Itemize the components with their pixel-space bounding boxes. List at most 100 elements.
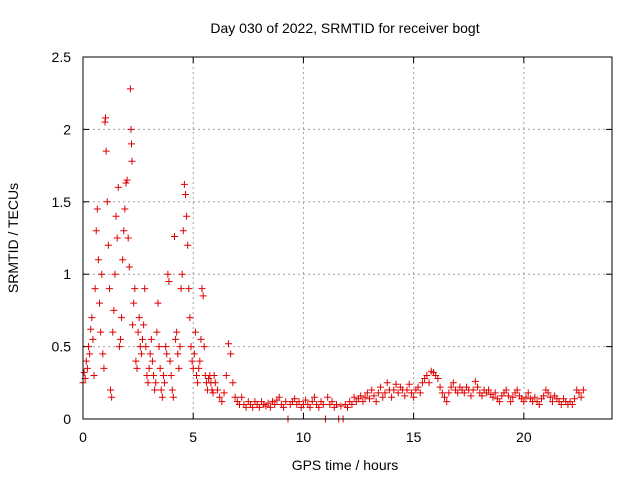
data-point-marker [141, 285, 149, 293]
y-tick-label: 1.5 [52, 194, 72, 210]
data-point-marker [184, 241, 192, 249]
data-point-marker [359, 398, 367, 406]
x-axis-label: GPS time / hours [292, 457, 399, 473]
data-point-marker [152, 379, 160, 387]
grid-lines [83, 57, 612, 419]
data-point-marker [372, 398, 380, 406]
data-point-marker [83, 364, 91, 372]
data-point-marker [173, 328, 181, 336]
data-point-marker [92, 227, 100, 235]
data-point-marker [337, 402, 345, 410]
data-point-marker [137, 350, 145, 358]
data-point-marker [110, 306, 118, 314]
data-point-marker [264, 399, 272, 407]
data-point-marker [200, 343, 208, 351]
data-point-marker [102, 147, 110, 155]
data-point-marker [227, 350, 235, 358]
data-point-marker [368, 386, 376, 394]
y-axis-label: SRMTID / TECUs [5, 183, 21, 293]
data-point-marker [125, 263, 133, 271]
data-point-marker [154, 299, 162, 307]
data-point-marker [548, 398, 556, 406]
data-point-marker [416, 389, 424, 397]
data-point-marker [308, 398, 316, 406]
data-point-marker [571, 395, 579, 403]
data-point-marker [266, 403, 274, 411]
data-point-marker [113, 234, 121, 242]
data-point-marker [185, 285, 193, 293]
data-point-marker [80, 369, 88, 377]
data-point-marker [167, 372, 175, 380]
data-point-marker [120, 227, 128, 235]
data-point-marker [178, 270, 186, 278]
data-point-marker [142, 343, 150, 351]
data-point-marker [112, 212, 120, 220]
data-point-marker [577, 393, 585, 401]
y-tick-label: 0.5 [52, 339, 72, 355]
data-point-marker [198, 285, 206, 293]
data-point-marker [86, 350, 94, 358]
data-point-marker [127, 140, 135, 148]
data-point-marker [199, 292, 207, 300]
data-point-marker [231, 393, 239, 401]
data-point-marker [191, 328, 199, 336]
data-point-marker [174, 350, 182, 358]
data-point-marker [350, 393, 358, 401]
data-point-marker [114, 183, 122, 191]
y-tick-label: 2.5 [52, 49, 72, 65]
data-point-marker [153, 328, 161, 336]
data-point-marker [104, 241, 112, 249]
data-point-marker [164, 270, 172, 278]
x-tick-label: 15 [406, 429, 422, 445]
data-point-marker [170, 233, 178, 241]
data-point-marker [366, 395, 374, 403]
data-point-marker [150, 372, 158, 380]
data-point-marker [489, 393, 497, 401]
data-point-marker [91, 285, 99, 293]
data-point-marker [535, 401, 543, 409]
data-point-marker [390, 386, 398, 394]
data-point-marker [151, 386, 159, 394]
data-point-marker [509, 393, 517, 401]
data-point-marker [196, 357, 204, 365]
data-point-marker [108, 393, 116, 401]
data-point-marker [169, 393, 177, 401]
data-point-marker [85, 343, 93, 351]
data-point-marker [109, 328, 117, 336]
data-point-marker [502, 386, 510, 394]
data-point-marker [540, 392, 548, 400]
data-point-marker [128, 157, 136, 165]
data-point-marker [176, 343, 184, 351]
data-point-marker [105, 285, 113, 293]
data-point-marker [127, 125, 135, 133]
data-point-marker [271, 401, 279, 409]
data-point-marker [291, 395, 299, 403]
data-point-marker [216, 393, 224, 401]
data-point-marker [531, 393, 539, 401]
data-point-marker [122, 179, 130, 187]
data-point-marker [172, 335, 180, 343]
data-point-marker [163, 350, 171, 358]
data-point-marker [306, 403, 314, 411]
data-point-marker [524, 389, 532, 397]
data-point-marker [87, 325, 95, 333]
data-point-marker [344, 403, 351, 411]
data-point-marker [195, 364, 203, 372]
data-point-marker [139, 335, 147, 343]
data-point-marker [209, 389, 217, 397]
data-point-marker [107, 386, 115, 394]
plot-frame [82, 56, 613, 420]
data-point-marker [93, 205, 101, 213]
data-point-marker [220, 389, 228, 397]
data-point-marker [332, 401, 340, 409]
data-point-marker [162, 343, 170, 351]
data-point-marker [131, 285, 139, 293]
data-point-marker [522, 393, 530, 401]
data-point-marker [238, 393, 246, 401]
data-point-marker [111, 270, 119, 278]
data-point-marker [357, 392, 365, 400]
data-point-marker [405, 380, 413, 388]
data-point-marker [471, 377, 479, 385]
data-point-marker [229, 379, 237, 387]
